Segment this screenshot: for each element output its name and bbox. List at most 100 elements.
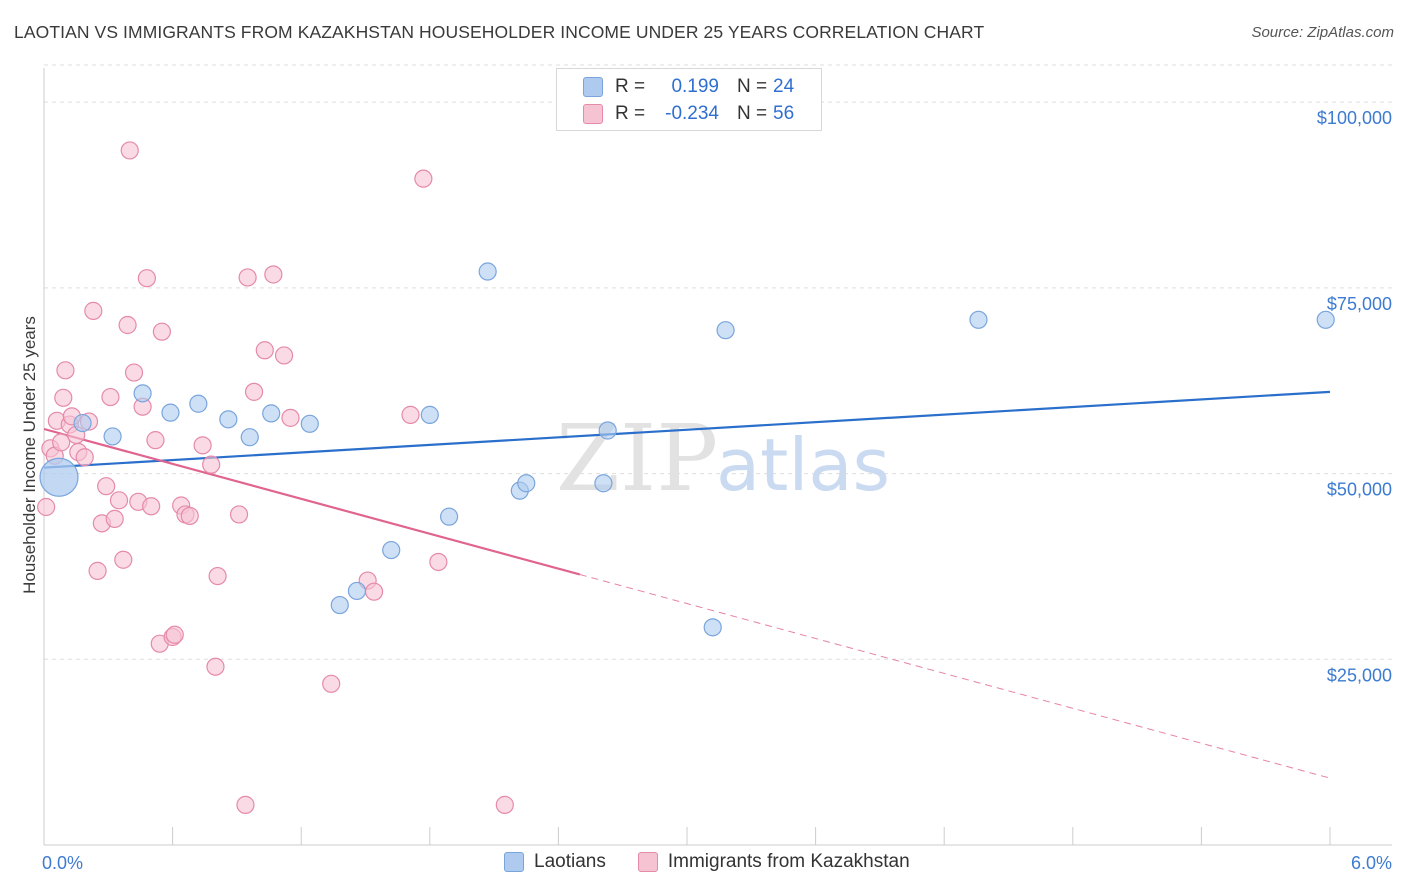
legend-r-label: R =	[615, 76, 646, 97]
data-point-pink	[118, 315, 137, 335]
legend-row-kazakhstan: R = -0.234 N = 56	[583, 102, 794, 126]
y-tick-labels: $25,000 $50,000 $75,000 $100,000	[1317, 108, 1392, 685]
data-point-blue	[716, 321, 735, 340]
chart-title: LAOTIAN VS IMMIGRANTS FROM KAZAKHSTAN HO…	[14, 22, 985, 42]
series-label-laotians: Laotians	[534, 851, 606, 872]
data-point-pink	[75, 448, 94, 467]
legend-n-label: N =	[737, 103, 768, 124]
data-point-pink	[142, 497, 161, 516]
data-point-pink	[208, 566, 227, 586]
data-point-pink	[206, 657, 225, 676]
data-point-pink	[238, 268, 257, 287]
data-point-pink	[165, 625, 184, 644]
legend-row-laotians: R = 0.199 N = 24	[583, 75, 794, 99]
x-tick-label-max: 6.0%	[1351, 853, 1392, 873]
data-point-pink	[152, 322, 171, 341]
legend-n-value: 56	[773, 103, 795, 124]
data-point-pink	[255, 341, 274, 360]
data-point-pink	[101, 387, 120, 407]
data-point-pink	[52, 433, 71, 452]
data-point-pink	[109, 491, 129, 510]
watermark-zip: ZIP	[556, 405, 718, 512]
data-point-pink	[244, 382, 264, 401]
x-tick-label-min: 0.0%	[42, 853, 83, 873]
trend-line-pink	[43, 427, 581, 576]
legend-r-value: -0.234	[665, 103, 719, 124]
series-swatch-blue	[504, 852, 524, 872]
data-point-blue	[330, 595, 349, 615]
trend-line-blue	[43, 390, 1331, 469]
data-point-pink	[495, 795, 514, 814]
data-point-pink	[193, 436, 212, 455]
data-point-blue	[240, 428, 259, 447]
data-point-blue	[703, 618, 722, 637]
axes	[43, 68, 1392, 846]
y-tick-label: $100,000	[1317, 108, 1392, 128]
data-point-pink	[124, 363, 144, 382]
data-point-pink	[114, 550, 133, 569]
legend-swatch-pink	[583, 104, 603, 124]
data-point-pink	[120, 141, 139, 160]
gridlines	[44, 64, 1392, 660]
data-point-pink	[56, 361, 75, 380]
data-point-blue	[598, 421, 617, 440]
data-point-pink	[54, 388, 73, 407]
data-point-pink	[97, 477, 116, 496]
y-tick-label: $50,000	[1327, 480, 1392, 500]
data-point-pink	[364, 582, 384, 601]
series-label-kazakhstan: Immigrants from Kazakhstan	[667, 851, 910, 872]
data-point-pink	[146, 431, 165, 450]
data-point-pink	[414, 169, 433, 188]
data-point-blue	[420, 405, 439, 424]
data-point-blue	[219, 410, 238, 429]
series-legend-laotians: Laotians	[504, 851, 606, 873]
legend-n-value: 24	[773, 76, 795, 97]
data-point-blue	[133, 384, 152, 403]
data-point-pink	[88, 561, 107, 580]
data-point-pink	[84, 301, 103, 320]
data-point-pink	[281, 408, 300, 427]
data-point-blue	[347, 581, 367, 601]
legend-n-label: N =	[737, 76, 768, 97]
data-point-blue	[161, 403, 180, 422]
data-point-pink	[180, 506, 199, 526]
data-point-blue	[189, 394, 208, 413]
data-point-blue	[969, 310, 988, 329]
correlation-legend: R = 0.199 N = 24 R = -0.234 N = 56	[556, 68, 822, 131]
series-legend: Laotians Immigrants from Kazakhstan	[504, 851, 942, 873]
data-point-pink	[322, 674, 341, 693]
legend-r-label: R =	[615, 103, 646, 124]
legend-swatch-blue	[583, 77, 603, 97]
data-point-pink	[264, 265, 283, 284]
legend-r-value: 0.199	[671, 76, 719, 97]
y-tick-label: $75,000	[1327, 294, 1392, 314]
watermark: ZIP atlas	[556, 405, 890, 512]
trend-lines	[43, 390, 1331, 779]
series-legend-kazakhstan: Immigrants from Kazakhstan	[637, 851, 910, 873]
data-point-blue	[300, 414, 319, 433]
data-point-blue	[262, 404, 281, 423]
data-point-blue	[39, 457, 79, 497]
data-point-pink	[401, 405, 420, 424]
data-point-blue	[517, 474, 536, 493]
source-label: Source: ZipAtlas.com	[1251, 24, 1394, 41]
data-point-blue	[103, 427, 122, 446]
data-point-blue	[1316, 310, 1335, 329]
data-point-pink	[429, 552, 448, 572]
data-point-pink	[274, 346, 294, 365]
data-point-blue	[382, 540, 401, 560]
x-tick-labels: 0.0% 6.0%	[42, 853, 1392, 873]
data-point-pink	[137, 269, 156, 288]
data-point-blue	[439, 507, 459, 526]
data-point-pink	[202, 455, 221, 474]
data-point-pink	[105, 509, 124, 528]
data-point-blue	[73, 413, 92, 433]
data-point-pink	[229, 505, 249, 524]
data-point-blue	[594, 474, 613, 493]
y-tick-label: $25,000	[1327, 665, 1392, 685]
watermark-atlas: atlas	[716, 423, 890, 507]
data-points	[37, 141, 1335, 814]
data-point-blue	[478, 262, 497, 281]
series-swatch-pink	[637, 852, 658, 872]
